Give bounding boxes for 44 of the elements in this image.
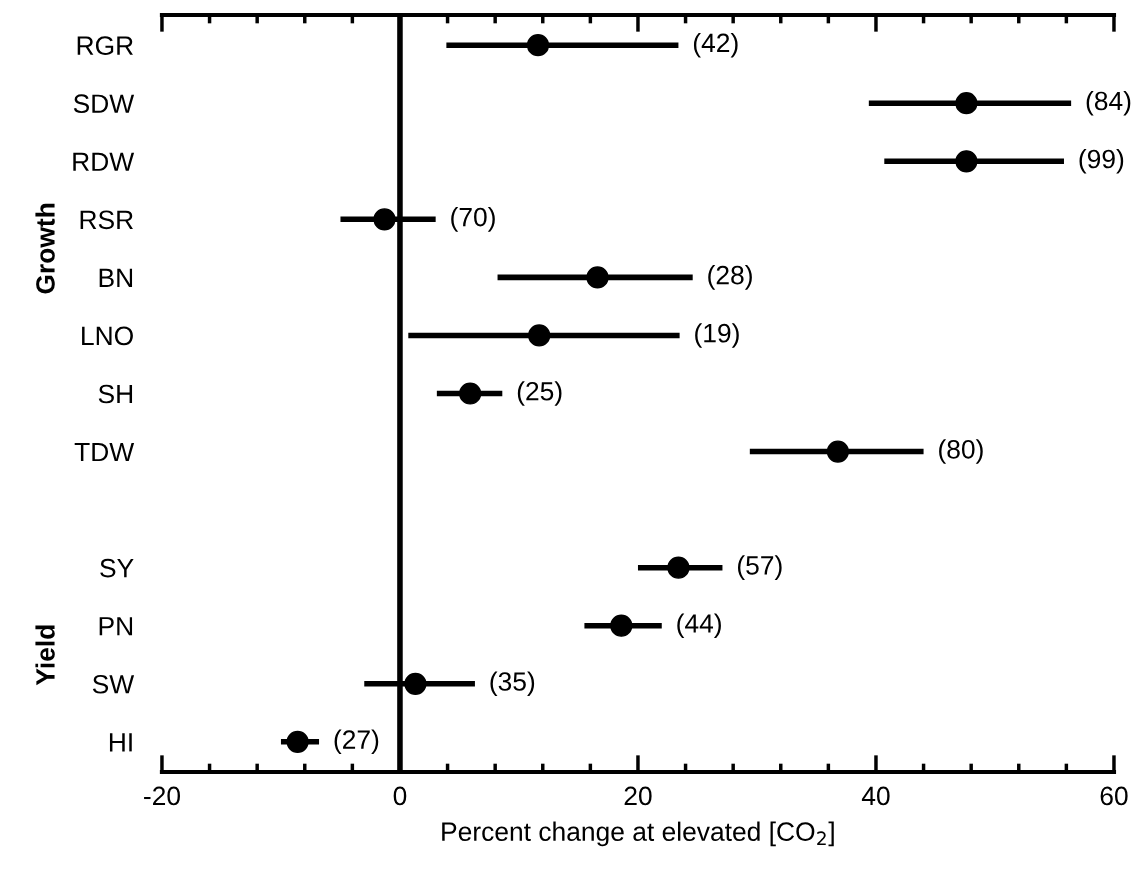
text: Yield <box>35 625 55 686</box>
y-tick-label: SDW <box>73 94 135 114</box>
annotation: (70) <box>451 207 495 232</box>
y-tick-label: LNO <box>82 326 133 346</box>
x-tick-label: -20 <box>144 786 180 806</box>
y-tick-label: RGR <box>77 36 133 55</box>
point <box>667 556 690 579</box>
y-tick-label: HI <box>109 733 132 752</box>
point <box>459 382 482 405</box>
point <box>528 324 551 347</box>
annotation: (27) <box>334 729 379 755</box>
x-tick-label: 0 <box>393 786 407 806</box>
annotation: (28) <box>708 265 752 290</box>
point <box>826 440 849 463</box>
y-tick-label: SH <box>98 384 133 404</box>
annotation: (35) <box>490 671 535 697</box>
x-tick-label: 60 <box>1100 786 1128 806</box>
annotation: (42) <box>693 32 738 58</box>
y-tick-label: BN <box>99 268 133 287</box>
annotation: (25) <box>517 381 562 406</box>
point <box>586 266 609 289</box>
annotation: (44) <box>677 613 721 639</box>
point <box>955 92 978 115</box>
y-tick-label: SY <box>100 558 134 578</box>
y-tick-label: PN <box>99 617 133 636</box>
annotation: (80) <box>939 439 983 464</box>
point <box>286 730 309 753</box>
point <box>373 208 396 231</box>
y-tick-label: SW <box>92 674 135 694</box>
annotation: (99) <box>1079 148 1124 174</box>
annotation: (84) <box>1086 90 1131 116</box>
annotation: (57) <box>737 555 782 580</box>
point <box>955 150 978 173</box>
point <box>404 672 427 695</box>
y-tick-label: RDW <box>73 152 135 171</box>
y-tick-label: RSR <box>80 210 133 230</box>
text: Growth <box>35 203 55 294</box>
point <box>610 614 633 637</box>
x-axis-title: Percent change at elevated [CO$_{2}$] <box>442 821 834 847</box>
x-tick-label: 20 <box>624 786 652 806</box>
x-tick-label: 40 <box>861 786 890 806</box>
point <box>526 34 550 57</box>
y-tick-label: TDW <box>74 442 135 462</box>
annotation: (19) <box>695 323 739 348</box>
